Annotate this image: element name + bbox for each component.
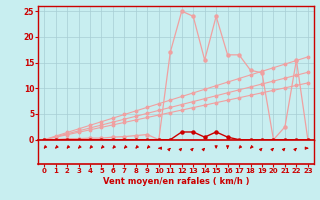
X-axis label: Vent moyen/en rafales ( km/h ): Vent moyen/en rafales ( km/h ) xyxy=(103,177,249,186)
